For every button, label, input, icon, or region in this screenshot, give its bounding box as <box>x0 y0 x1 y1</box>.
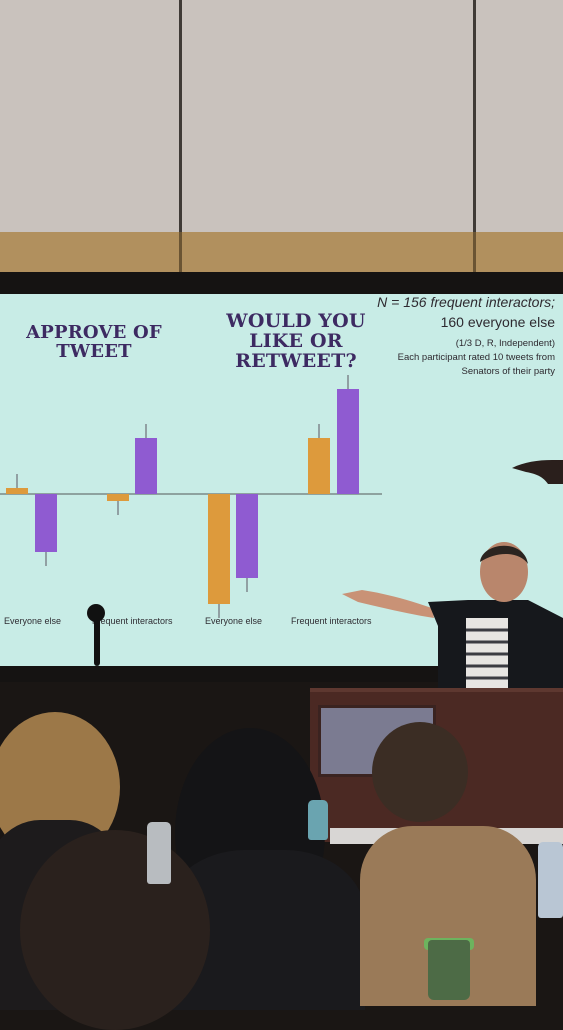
rating-note: Each participant rated 10 tweets from <box>397 352 555 363</box>
trim-seam <box>473 232 476 272</box>
bar-panel1-everyone-else-series2 <box>35 494 57 552</box>
title-like-or-retweet: WOULD YOU LIKE OR RETWEET? <box>226 310 366 372</box>
water-bottle <box>308 800 328 840</box>
wall-seam <box>473 0 476 232</box>
audience-head-curly <box>372 722 468 822</box>
title-approve-of-tweet: APPROVE OF TWEET <box>26 322 162 362</box>
water-bottle <box>538 842 563 918</box>
audience-head-front-left <box>20 830 210 1030</box>
chart-svg <box>0 375 382 618</box>
bar-panel1-everyone-else-series1 <box>6 488 28 494</box>
bar-panel1-frequent-interactors-series1 <box>107 494 129 501</box>
xlabel-frequent-interactors-1: Frequent interactors <box>92 616 173 626</box>
rating-note-2: Senators of their party <box>461 366 555 377</box>
wall <box>0 0 563 232</box>
bar-panel2-everyone-else-series1 <box>208 494 230 604</box>
water-bottle <box>147 822 171 884</box>
party-note: (1/3 D, R, Independent) <box>455 338 555 349</box>
bar-panel1-frequent-interactors-series2 <box>135 438 157 494</box>
xlabel-everyone-else-1: Everyone else <box>4 616 62 626</box>
bar-panel2-frequent-interactors-series1 <box>308 438 330 494</box>
wall-seam <box>179 0 182 232</box>
microphone-stand <box>94 606 100 666</box>
bar-panel2-everyone-else-series2 <box>236 494 258 578</box>
trim-seam <box>179 232 182 272</box>
sample-size-note-2: 160 everyone else <box>440 314 555 330</box>
sample-size-note: N = 156 frequent interactors; <box>377 294 555 310</box>
audience-hand <box>512 460 563 484</box>
xlabel-frequent-interactors-2: Frequent interactors <box>291 616 372 626</box>
chart-bars <box>6 375 359 618</box>
xlabel-everyone-else-2: Everyone else <box>205 616 263 626</box>
drink-cup <box>428 940 470 1000</box>
wall-trim <box>0 232 563 272</box>
bar-panel2-frequent-interactors-series2 <box>337 389 359 494</box>
